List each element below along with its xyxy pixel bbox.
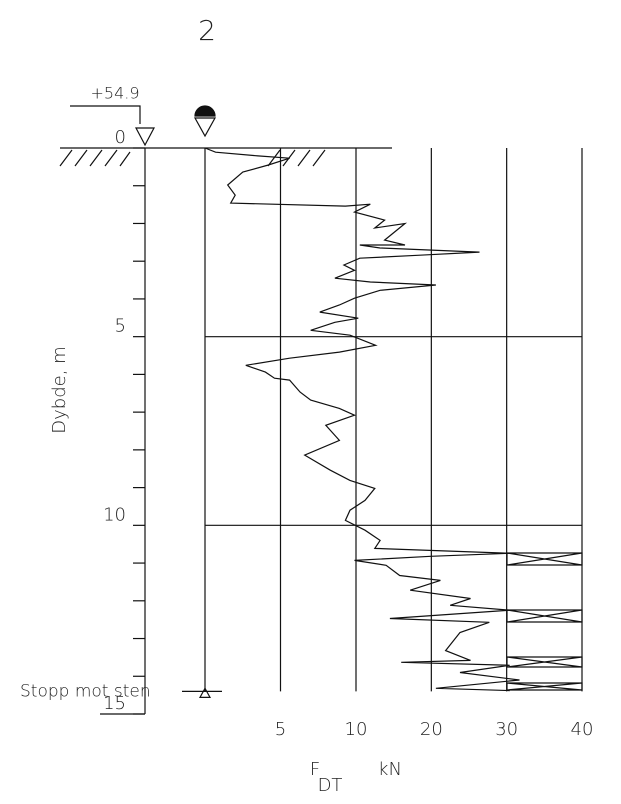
depth-tick-label: 15 (103, 693, 126, 714)
x-axis-label-sub: DT (318, 775, 343, 796)
stop-marker (198, 687, 212, 698)
ground-marker (135, 127, 155, 147)
sounding-symbol (194, 105, 216, 117)
sounding-curve (204, 147, 520, 692)
elevation-leader (70, 105, 141, 124)
x-axis-label: F (310, 759, 320, 780)
x-tick-label: 30 (495, 719, 518, 740)
x-tick-label: 5 (275, 719, 286, 740)
depth-tick-label: 0 (115, 127, 126, 148)
y-axis-label: Dybde, m (49, 346, 70, 433)
unit-label: kN (378, 759, 402, 780)
x-tick-label: 20 (420, 719, 443, 740)
offscale-hatch (506, 552, 583, 691)
depth-tick-label: 10 (103, 504, 126, 525)
sounding-symbol (193, 117, 217, 138)
chart-title: 2 (198, 14, 216, 47)
annotation: Stopp mot sten (20, 681, 151, 701)
elevation: +54.9 (90, 84, 139, 103)
x-tick-label: 10 (345, 719, 368, 740)
depth-tick-label: 5 (115, 316, 126, 337)
x-tick-label: 40 (571, 719, 594, 740)
